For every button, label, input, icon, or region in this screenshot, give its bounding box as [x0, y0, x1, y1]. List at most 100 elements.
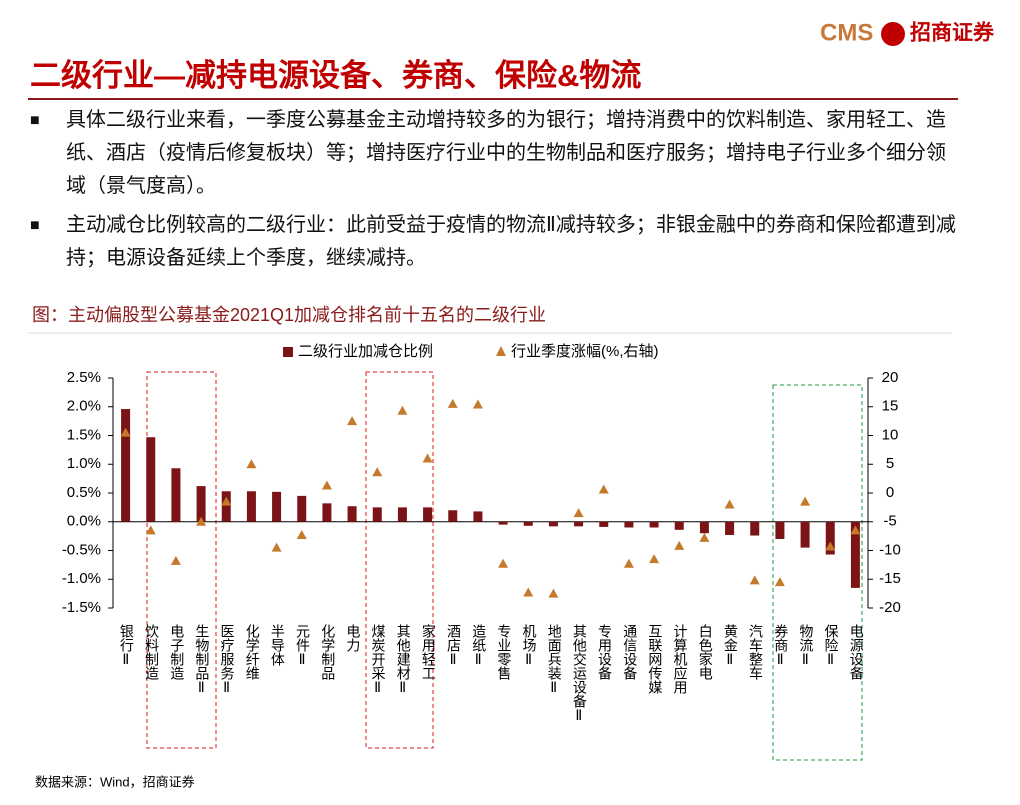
x-tick-label: 半导体: [270, 624, 286, 666]
y-tick-label: -1.5%: [62, 599, 101, 616]
y-tick-label: -1.0%: [62, 570, 101, 587]
triangle-marker: [649, 554, 660, 564]
x-tick-label: 化学制品: [320, 624, 336, 680]
x-tick-label: 专业零售: [496, 624, 512, 680]
legend-swatch: [496, 346, 506, 356]
x-tick-label: 通信设备: [622, 624, 638, 680]
triangle-marker: [271, 542, 282, 552]
x-tick-label: 电源设备: [849, 624, 865, 680]
x-tick-label: 电力: [345, 624, 361, 653]
bar: [750, 521, 760, 536]
x-tick-label: 医疗服务Ⅱ: [220, 624, 236, 696]
bar: [498, 521, 508, 525]
x-tick-label: 物流Ⅱ: [798, 624, 814, 668]
bar: [322, 503, 332, 522]
x-tick-label: 黄金Ⅱ: [723, 623, 739, 668]
title-rule: [28, 98, 958, 100]
triangle-marker: [321, 480, 332, 490]
source: 数据来源：Wind，招商证券: [35, 774, 195, 789]
triangle-marker: [246, 459, 257, 469]
bar: [246, 491, 256, 522]
legend-label: 行业季度涨幅(%,右轴): [511, 343, 659, 360]
x-tick-label: 化学纤维: [245, 624, 261, 680]
triangle-marker: [749, 575, 760, 585]
bar: [347, 506, 357, 522]
y2-tick-label: -10: [879, 541, 901, 558]
bar: [674, 521, 684, 530]
bar: [825, 521, 835, 555]
y-tick-label: 1.0%: [67, 455, 101, 472]
bar: [523, 521, 533, 526]
triangle-marker: [145, 525, 156, 535]
triangle-marker: [120, 427, 131, 437]
chart-title: 图：主动偏股型公募基金2021Q1加减仓排名前十五名的二级行业: [32, 305, 546, 325]
bar: [397, 507, 407, 522]
triangle-marker: [221, 496, 232, 506]
x-tick-label: 银行Ⅱ: [119, 624, 135, 668]
y-tick-label: 2.5%: [67, 369, 101, 386]
bar: [297, 495, 307, 522]
x-tick-label: 计算机应用: [673, 624, 689, 695]
bar: [725, 521, 735, 535]
bar: [272, 491, 282, 522]
y2-tick-label: 10: [882, 426, 899, 443]
y2-tick-label: -15: [879, 570, 901, 587]
x-tick-label: 饮料制造: [144, 624, 160, 681]
x-tick-label: 其他建材Ⅱ: [396, 624, 412, 696]
y-tick-label: 1.5%: [67, 426, 101, 443]
x-tick-label: 元件Ⅱ: [295, 624, 311, 668]
bar: [775, 521, 785, 539]
x-tick-label: 保险Ⅱ: [824, 624, 840, 668]
x-tick-label: 券商Ⅱ: [773, 624, 789, 668]
triangle-marker: [573, 508, 584, 518]
triangle-marker: [774, 577, 785, 587]
bar: [699, 521, 709, 534]
y2-tick-label: 0: [886, 484, 894, 501]
bar: [624, 521, 634, 528]
x-tick-label: 电子制造: [169, 624, 185, 681]
triangle-marker: [397, 405, 408, 415]
bar: [146, 437, 156, 522]
y2-tick-label: 20: [882, 369, 899, 386]
bar: [599, 521, 609, 527]
bar: [473, 511, 483, 522]
bar: [800, 521, 810, 548]
triangle-marker: [447, 398, 458, 408]
highlight-box: [146, 371, 217, 749]
logo-en: CMS: [820, 19, 873, 46]
logo-emblem: [881, 22, 905, 46]
x-tick-label: 地面兵装Ⅱ: [547, 624, 563, 696]
x-tick-label: 其他交运设备Ⅱ: [572, 624, 588, 724]
triangle-marker: [498, 558, 509, 568]
triangle-marker: [472, 399, 483, 409]
y-tick-label: -0.5%: [62, 541, 101, 558]
bar: [372, 507, 382, 522]
bar: [548, 521, 558, 527]
legend-label: 二级行业加减仓比例: [298, 343, 433, 360]
triangle-marker: [623, 558, 634, 568]
bar: [649, 521, 659, 528]
x-tick-label: 酒店Ⅱ: [446, 624, 462, 668]
triangle-marker: [699, 532, 710, 542]
triangle-marker: [674, 540, 685, 550]
triangle-marker: [347, 416, 358, 426]
bar: [171, 468, 181, 522]
y2-tick-label: -20: [879, 599, 901, 616]
bullet-list: 具体二级行业来看，一季度公募基金主动增持较多的为银行；增持消费中的饮料制造、家用…: [30, 104, 958, 281]
triangle-marker: [598, 484, 609, 494]
triangle-marker: [422, 453, 433, 463]
x-tick-label: 机场Ⅱ: [522, 624, 538, 668]
triangle-marker: [825, 541, 836, 551]
y2-tick-label: 15: [882, 398, 899, 415]
highlight-box: [365, 371, 434, 749]
bar: [850, 521, 860, 588]
triangle-marker: [724, 499, 735, 509]
y-tick-label: 0.0%: [67, 513, 101, 530]
bar: [574, 521, 584, 527]
slide-title: 二级行业—减持电源设备、券商、保险&物流: [30, 58, 642, 93]
x-tick-label: 白色家电: [698, 624, 714, 680]
triangle-marker: [523, 587, 534, 597]
bar: [196, 486, 206, 522]
